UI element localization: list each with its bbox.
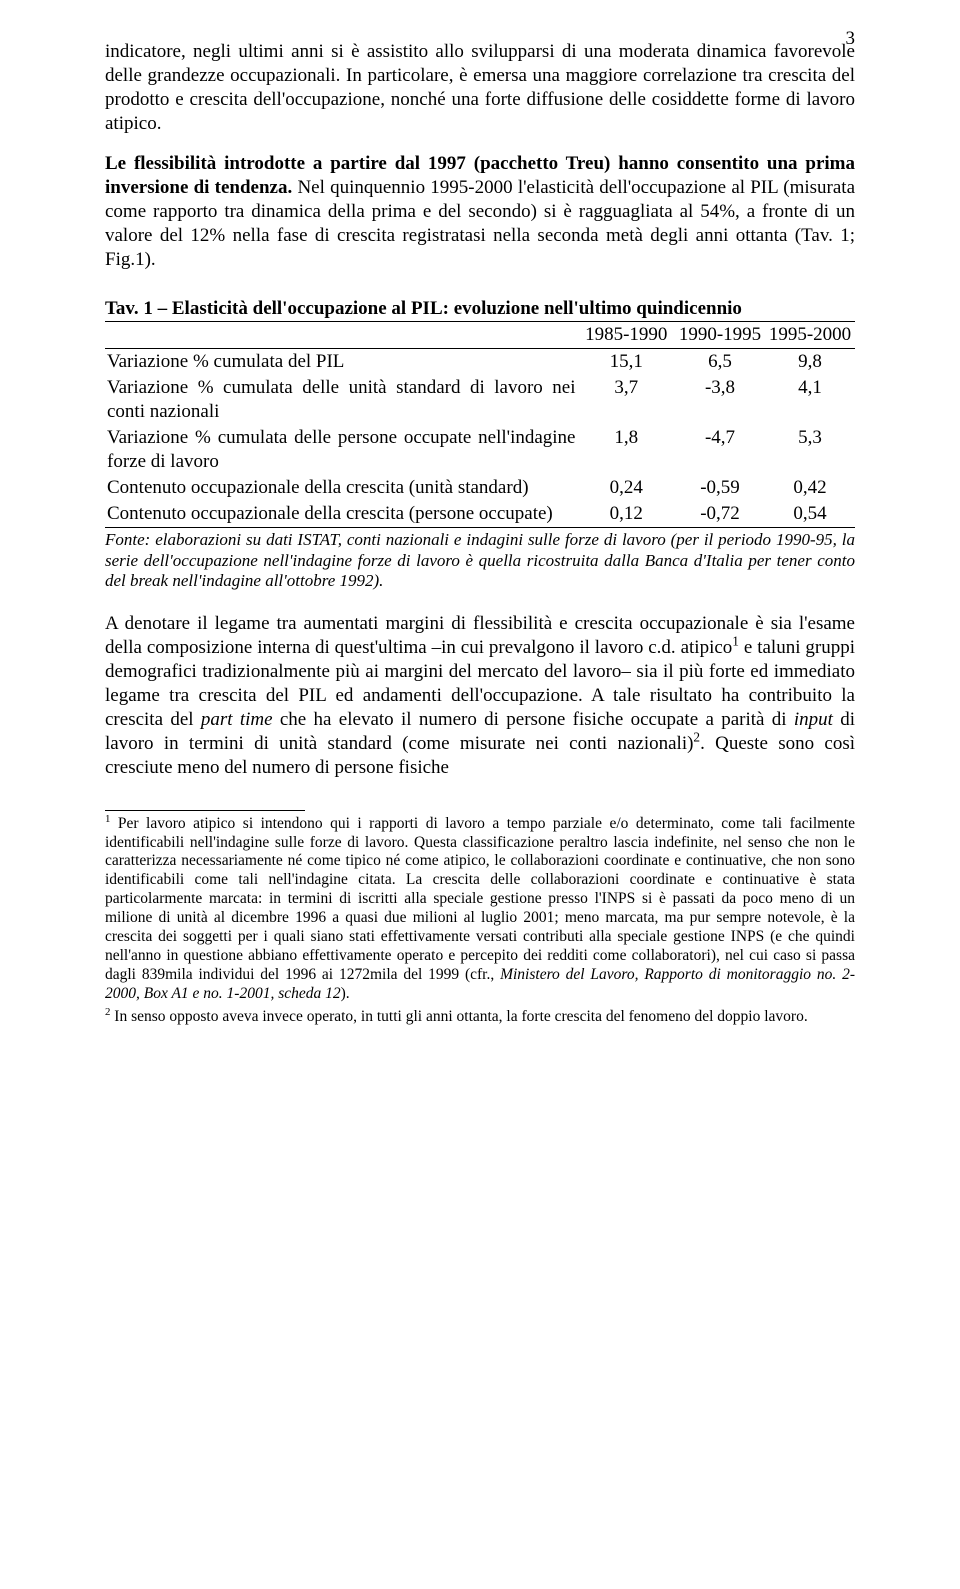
header-blank xyxy=(105,322,578,349)
paragraph-flex: Le flessibilità introdotte a partire dal… xyxy=(105,152,855,272)
row4-label: Contenuto occupazionale della crescita (… xyxy=(105,501,578,527)
table-header-row: 1985-1990 1990-1995 1995-2000 xyxy=(105,322,855,349)
row2-c1: 1,8 xyxy=(578,425,676,475)
input-italic: input xyxy=(794,709,833,730)
footnote-1-text-b: ). xyxy=(341,985,350,1002)
header-col2: 1990-1995 xyxy=(675,322,765,349)
footnote-1: 1 Per lavoro atipico si intendono qui i … xyxy=(105,815,855,1004)
footnote-2: 2 In senso opposto aveva invece operato,… xyxy=(105,1008,855,1027)
footnote-2-text: In senso opposto aveva invece operato, i… xyxy=(110,1008,807,1025)
row1-c3: 4,1 xyxy=(765,375,855,425)
row3-label: Contenuto occupazionale della crescita (… xyxy=(105,475,578,501)
table-row: Contenuto occupazionale della crescita (… xyxy=(105,501,855,527)
row3-c3: 0,42 xyxy=(765,475,855,501)
row0-c1: 15,1 xyxy=(578,349,676,375)
table-row: Contenuto occupazionale della crescita (… xyxy=(105,475,855,501)
p3c: che ha elevato il numero di persone fisi… xyxy=(273,709,794,730)
row4-c2: -0,72 xyxy=(675,501,765,527)
table-source-note: Fonte: elaborazioni su dati ISTAT, conti… xyxy=(105,530,855,592)
footnote-1-text-a: Per lavoro atipico si intendono qui i ra… xyxy=(105,815,855,983)
row2-label: Variazione % cumulata delle persone occu… xyxy=(105,425,578,475)
row2-c3: 5,3 xyxy=(765,425,855,475)
row4-c3: 0,54 xyxy=(765,501,855,527)
row4-c1: 0,12 xyxy=(578,501,676,527)
table-row: Variazione % cumulata del PIL 15,1 6,5 9… xyxy=(105,349,855,375)
table-row: Variazione % cumulata delle unità standa… xyxy=(105,375,855,425)
paragraph-intro: indicatore, negli ultimi anni si è assis… xyxy=(105,40,855,136)
row3-c1: 0,24 xyxy=(578,475,676,501)
row1-c1: 3,7 xyxy=(578,375,676,425)
row2-c2: -4,7 xyxy=(675,425,765,475)
footnote-separator xyxy=(105,810,305,811)
table-row: Variazione % cumulata delle persone occu… xyxy=(105,425,855,475)
parttime-italic: part time xyxy=(201,709,273,730)
row0-label: Variazione % cumulata del PIL xyxy=(105,349,578,375)
footnote-ref-1: 1 xyxy=(732,634,739,649)
paragraph-discussion: A denotare il legame tra aumentati margi… xyxy=(105,612,855,780)
row1-label: Variazione % cumulata delle unità standa… xyxy=(105,375,578,425)
page-container: 3 indicatore, negli ultimi anni si è ass… xyxy=(0,0,960,1589)
row0-c3: 9,8 xyxy=(765,349,855,375)
table-caption: Tav. 1 – Elasticità dell'occupazione al … xyxy=(105,297,855,321)
header-col1: 1985-1990 xyxy=(578,322,676,349)
elasticity-table: 1985-1990 1990-1995 1995-2000 Variazione… xyxy=(105,321,855,528)
row0-c2: 6,5 xyxy=(675,349,765,375)
row3-c2: -0,59 xyxy=(675,475,765,501)
row1-c2: -3,8 xyxy=(675,375,765,425)
header-col3: 1995-2000 xyxy=(765,322,855,349)
page-number: 3 xyxy=(846,28,856,50)
